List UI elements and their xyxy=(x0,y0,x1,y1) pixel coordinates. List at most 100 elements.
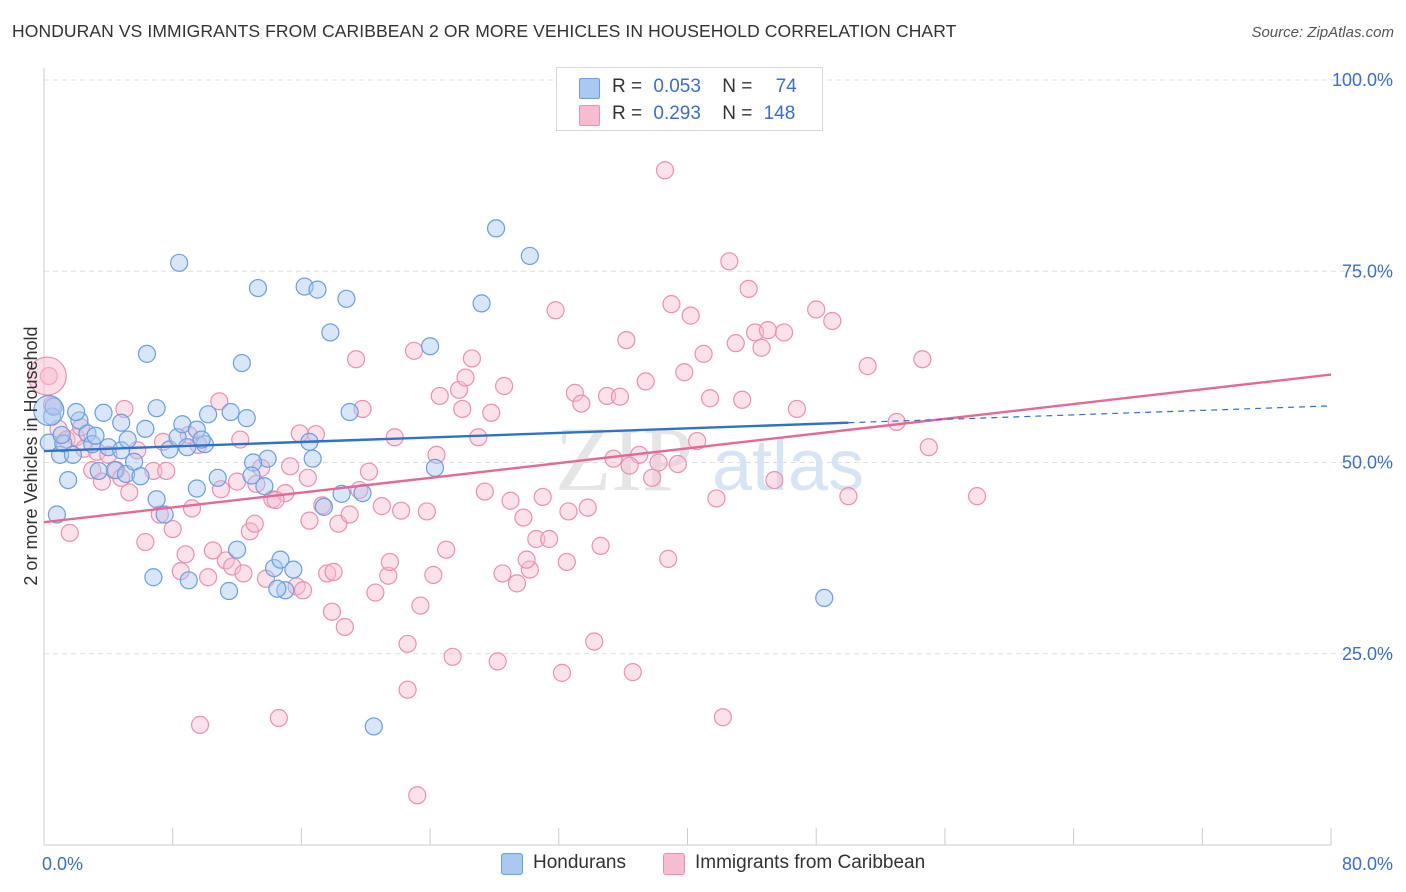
caribbean-point xyxy=(694,344,713,363)
bottom-legend-label-caribbean: Immigrants from Caribbean xyxy=(695,852,926,873)
x-tick-label: 0.0% xyxy=(42,854,83,874)
chart-title: HONDURAN VS IMMIGRANTS FROM CARIBBEAN 2 … xyxy=(12,21,957,41)
caribbean-point xyxy=(597,386,617,406)
caribbean-point xyxy=(636,372,655,391)
caribbean-point xyxy=(552,663,572,682)
honduran-point xyxy=(105,461,124,480)
caribbean-point xyxy=(462,349,482,368)
honduran-point xyxy=(94,403,113,422)
honduran-point xyxy=(221,402,240,422)
caribbean-point xyxy=(507,574,527,593)
caribbean-point xyxy=(182,499,202,518)
caribbean-point xyxy=(967,487,987,506)
honduran-point xyxy=(337,289,356,308)
caribbean-point xyxy=(456,368,475,387)
caribbean-point xyxy=(385,428,404,447)
honduran-point xyxy=(136,419,155,438)
caribbean-point xyxy=(300,511,319,530)
caribbean-point xyxy=(298,468,317,487)
caribbean-point xyxy=(269,708,288,728)
honduran-point xyxy=(155,505,174,524)
caribbean-point xyxy=(823,311,842,331)
source-label: Source: ZipAtlas.com xyxy=(1251,24,1394,41)
caribbean-point xyxy=(668,454,687,474)
honduran-point xyxy=(237,409,256,428)
caribbean-point xyxy=(752,338,771,357)
honduran-point xyxy=(118,430,137,449)
caribbean-point xyxy=(726,334,745,353)
honduran-point xyxy=(244,453,263,472)
caribbean-point xyxy=(514,508,533,527)
caribbean-point xyxy=(557,552,576,572)
honduran-point xyxy=(258,449,277,468)
caribbean-point xyxy=(430,386,449,406)
caribbean-point xyxy=(688,431,707,451)
caribbean-point xyxy=(700,389,720,408)
caribbean-point xyxy=(281,457,300,476)
caribbean-trend-line xyxy=(43,373,1332,524)
honduran-point xyxy=(268,579,287,598)
caribbean-point xyxy=(733,390,752,409)
caribbean-point xyxy=(765,470,784,490)
honduran-trend-line-extension xyxy=(848,405,1332,424)
caribbean-point xyxy=(372,497,391,516)
caribbean-point xyxy=(620,456,639,475)
caribbean-point xyxy=(887,412,906,432)
bottom-legend-swatch-caribbean xyxy=(663,853,685,875)
caribbean-point xyxy=(453,399,472,419)
y-tick-label: 75.0% xyxy=(1342,261,1393,281)
caribbean-point xyxy=(136,532,155,552)
caribbean-point xyxy=(157,461,176,481)
caribbean-point xyxy=(398,680,417,699)
caribbean-point xyxy=(475,482,494,501)
caribbean-point xyxy=(443,647,462,666)
caribbean-point xyxy=(163,519,182,539)
caribbean-point xyxy=(398,634,417,653)
series-caribbean-points xyxy=(27,161,987,805)
caribbean-point xyxy=(610,387,630,406)
caribbean-point xyxy=(662,295,681,314)
honduran-point xyxy=(520,246,539,266)
honduran-point xyxy=(147,490,166,509)
caribbean-point xyxy=(223,557,242,576)
caribbean-point xyxy=(293,581,313,600)
legend-n-label: N = xyxy=(722,103,753,124)
caribbean-point xyxy=(210,392,229,411)
legend-r-label: R = xyxy=(612,103,643,124)
x-tick-label: 80.0% xyxy=(1342,854,1393,874)
honduran-point xyxy=(59,470,78,490)
honduran-point xyxy=(248,278,268,298)
honduran-point xyxy=(147,399,166,418)
bottom-legend-label-hondurans: Hondurans xyxy=(533,852,626,873)
caribbean-point xyxy=(318,564,337,583)
caribbean-point xyxy=(379,566,398,585)
caribbean-point xyxy=(591,536,610,555)
honduran-point xyxy=(232,353,251,373)
caribbean-point xyxy=(340,505,359,524)
caribbean-point xyxy=(60,523,79,542)
honduran-point xyxy=(314,497,334,516)
honduran-point xyxy=(144,568,163,587)
honduran-point xyxy=(208,468,227,487)
caribbean-point xyxy=(437,540,456,559)
caribbean-point xyxy=(234,564,253,583)
caribbean-point xyxy=(322,602,342,621)
caribbean-point xyxy=(346,350,366,369)
series-hondurans-points xyxy=(33,219,834,736)
tick-labels: 100.0% 75.0% 50.0% 25.0% 0.0% 80.0% xyxy=(42,70,1393,874)
legend-r-value: 0.293 xyxy=(653,103,701,124)
caribbean-point xyxy=(359,462,379,481)
caribbean-point xyxy=(411,596,430,615)
caribbean-point xyxy=(404,341,424,360)
caribbean-point xyxy=(482,403,501,422)
caribbean-point xyxy=(115,399,134,419)
caribbean-point xyxy=(578,498,597,517)
honduran-point xyxy=(242,466,261,485)
honduran-point xyxy=(472,294,491,313)
caribbean-point xyxy=(858,357,877,376)
honduran-point xyxy=(255,477,274,496)
caribbean-point xyxy=(533,487,552,507)
caribbean-point xyxy=(585,632,604,651)
honduran-point xyxy=(425,458,445,477)
